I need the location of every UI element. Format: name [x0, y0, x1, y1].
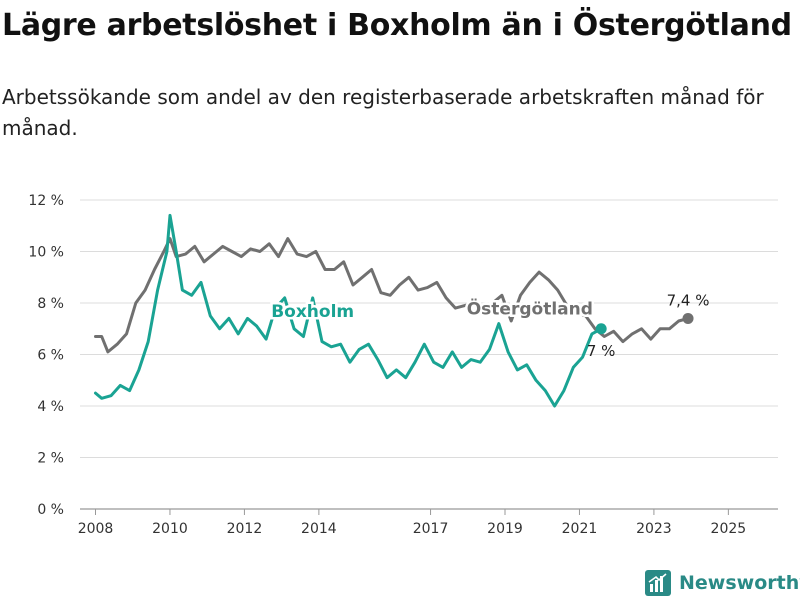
y-tick-label: 12 %: [28, 193, 64, 209]
brand: Newsworthy: [645, 568, 800, 598]
series-name-label-boxholm: Boxholm: [271, 302, 354, 322]
y-tick-label: 2 %: [37, 451, 64, 467]
data-labels: 7,4 % 7 % Östergötland Boxholm: [269, 291, 710, 360]
end-value-label-ostergotland: 7,4 %: [667, 291, 710, 309]
endpoint-marker-boxholm: [595, 323, 607, 335]
brand-name: Newsworthy: [679, 572, 800, 594]
y-tick-label: 10 %: [28, 245, 64, 261]
y-tick-label: 0 %: [37, 502, 64, 518]
x-tick-label: 2023: [636, 521, 672, 537]
series-line-ostergotland: [94, 237, 690, 354]
x-tick-label: 2010: [152, 521, 188, 537]
x-tick-label: 2012: [227, 521, 263, 537]
x-axis: 2008 2010 2012 2014 2017 2019 2021 2023 2025: [78, 509, 746, 537]
y-tick-label: 4 %: [37, 399, 64, 415]
end-value-label-boxholm: 7 %: [587, 342, 616, 360]
y-axis: 0 % 2 % 4 % 6 % 8 % 10 % 12 %: [28, 193, 64, 518]
series-lines: [94, 213, 694, 408]
x-tick-label: 2025: [711, 521, 747, 537]
x-tick-label: 2019: [487, 521, 523, 537]
y-tick-label: 6 %: [37, 348, 64, 364]
chart-title: Lägre arbetslöshet i Boxholm än i Österg…: [2, 8, 792, 43]
chart-subtitle: Arbetssökande som andel av den registerb…: [2, 85, 764, 140]
series-name-label-ostergotland: Östergötland: [467, 298, 593, 320]
newsworthy-logo-icon: [645, 570, 671, 596]
x-tick-label: 2021: [562, 521, 598, 537]
x-tick-label: 2008: [78, 521, 114, 537]
y-tick-label: 8 %: [37, 296, 64, 312]
series-line-boxholm: [94, 213, 603, 408]
x-tick-label: 2014: [301, 521, 337, 537]
x-tick-label: 2017: [413, 521, 449, 537]
endpoint-marker-ostergotland: [682, 312, 694, 324]
